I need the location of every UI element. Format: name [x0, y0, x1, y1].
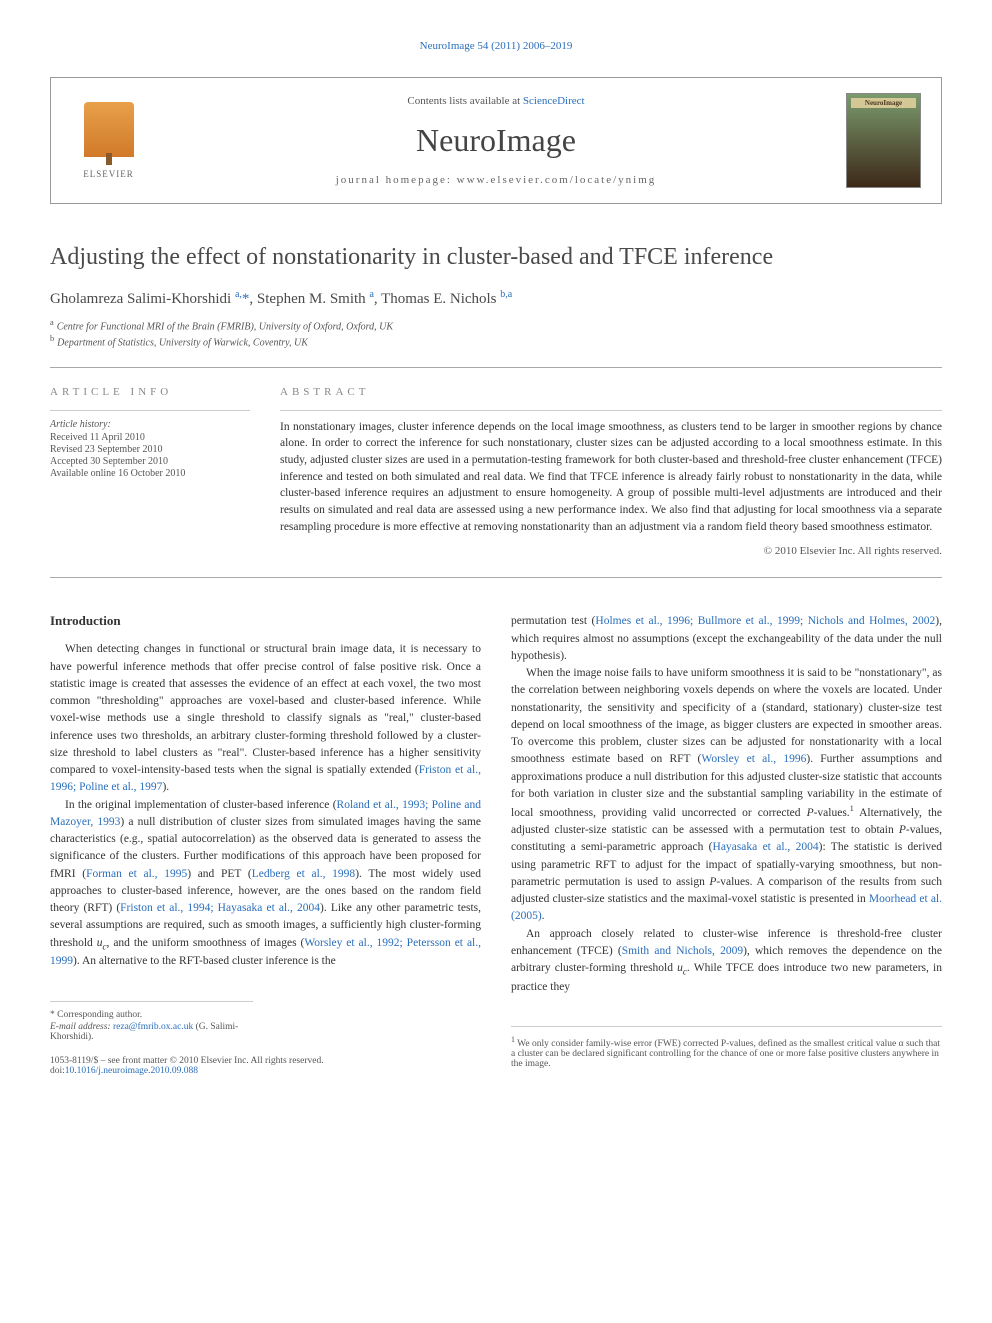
footnotes-left: * Corresponding author. E-mail address: … [50, 1001, 253, 1042]
doi-link[interactable]: 10.1016/j.neuroimage.2010.09.088 [65, 1066, 198, 1076]
journal-header-box: ELSEVIER Contents lists available at Sci… [50, 77, 942, 204]
doi-prefix: doi: [50, 1066, 65, 1076]
info-abstract-row: ARTICLE INFO Article history: Received 1… [50, 386, 942, 558]
body-paragraph: When the image noise fails to have unifo… [511, 665, 942, 926]
body-paragraph: When detecting changes in functional or … [50, 641, 481, 796]
introduction-heading: Introduction [50, 613, 481, 629]
authors-list: Gholamreza Salimi-Khorshidi a,*, Stephen… [50, 289, 942, 308]
footnote-1: 1 We only consider family-wise error (FW… [511, 1035, 942, 1069]
front-matter-line: 1053-8119/$ – see front matter © 2010 El… [50, 1056, 481, 1066]
contents-prefix: Contents lists available at [407, 95, 522, 107]
journal-title: NeuroImage [146, 122, 846, 159]
homepage-line: journal homepage: www.elsevier.com/locat… [146, 174, 846, 186]
homepage-prefix: journal homepage: [336, 174, 457, 186]
article-history-line: Accepted 30 September 2010 [50, 456, 250, 467]
journal-cover-thumbnail: NeuroImage [846, 93, 921, 188]
abstract-text: In nonstationary images, cluster inferen… [280, 419, 942, 536]
author-email-link[interactable]: reza@fmrib.ox.ac.uk [113, 1022, 193, 1032]
body-columns: Introduction When detecting changes in f… [50, 613, 942, 1075]
article-history-label: Article history: [50, 419, 250, 430]
journal-citation-link[interactable]: NeuroImage 54 (2011) 2006–2019 [50, 40, 942, 52]
email-line: E-mail address: reza@fmrib.ox.ac.uk (G. … [50, 1022, 253, 1042]
elsevier-label: ELSEVIER [83, 169, 134, 179]
cover-label: NeuroImage [851, 98, 916, 108]
elsevier-tree-icon [84, 102, 134, 157]
article-history-line: Revised 23 September 2010 [50, 444, 250, 455]
footnote-1-text: We only consider family-wise error (FWE)… [511, 1039, 940, 1069]
abstract-section: ABSTRACT In nonstationary images, cluste… [280, 386, 942, 558]
article-history-line: Received 11 April 2010 [50, 432, 250, 443]
body-paragraph: An approach closely related to cluster-w… [511, 926, 942, 997]
left-column: Introduction When detecting changes in f… [50, 613, 481, 1075]
right-column: permutation test (Holmes et al., 1996; B… [511, 613, 942, 1075]
affiliation: bDepartment of Statistics, University of… [50, 334, 942, 348]
article-title: Adjusting the effect of nonstationarity … [50, 244, 942, 271]
homepage-url[interactable]: www.elsevier.com/locate/ynimg [457, 174, 657, 186]
elsevier-logo: ELSEVIER [71, 98, 146, 183]
contents-line: Contents lists available at ScienceDirec… [146, 95, 846, 107]
article-info-heading: ARTICLE INFO [50, 386, 250, 398]
abstract-copyright: © 2010 Elsevier Inc. All rights reserved… [280, 545, 942, 557]
divider-2 [50, 577, 942, 578]
sciencedirect-link[interactable]: ScienceDirect [523, 95, 585, 107]
divider [50, 367, 942, 368]
article-info-section: ARTICLE INFO Article history: Received 1… [50, 386, 250, 558]
affiliation: aCentre for Functional MRI of the Brain … [50, 318, 942, 332]
footnotes-right: 1 We only consider family-wise error (FW… [511, 1026, 942, 1069]
email-label: E-mail address: [50, 1022, 111, 1032]
footnote-sup: 1 [511, 1035, 515, 1044]
header-center: Contents lists available at ScienceDirec… [146, 95, 846, 186]
abstract-heading: ABSTRACT [280, 386, 942, 398]
doi-line: doi:10.1016/j.neuroimage.2010.09.088 [50, 1066, 481, 1076]
article-history-line: Available online 16 October 2010 [50, 468, 250, 479]
corresponding-author: * Corresponding author. [50, 1010, 253, 1020]
body-paragraph: In the original implementation of cluste… [50, 797, 481, 971]
body-paragraph: permutation test (Holmes et al., 1996; B… [511, 613, 942, 665]
bottom-meta: 1053-8119/$ – see front matter © 2010 El… [50, 1056, 481, 1076]
